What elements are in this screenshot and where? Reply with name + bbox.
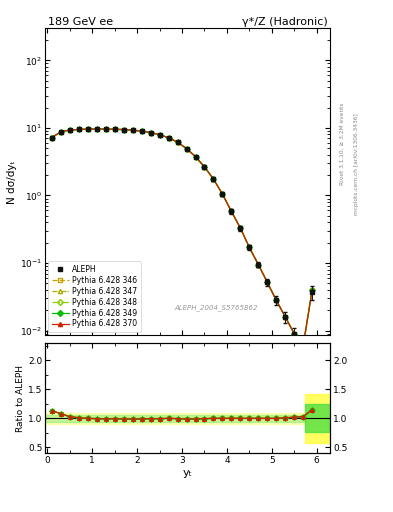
Text: Rivet 3.1.10, ≥ 3.2M events: Rivet 3.1.10, ≥ 3.2M events (340, 102, 345, 185)
Bar (305, 394, 330, 443)
Text: ALEPH_2004_S5765862: ALEPH_2004_S5765862 (174, 304, 258, 311)
Text: mcplots.cern.ch [arXiv:1306.3436]: mcplots.cern.ch [arXiv:1306.3436] (354, 113, 359, 215)
Text: 189 GeV ee: 189 GeV ee (48, 16, 113, 27)
Y-axis label: N dσ/dyₜ: N dσ/dyₜ (7, 160, 17, 204)
Bar (305, 404, 330, 432)
X-axis label: yₜ: yₜ (183, 467, 193, 478)
Y-axis label: Ratio to ALEPH: Ratio to ALEPH (16, 365, 25, 432)
Bar (45, 413, 305, 424)
Legend: ALEPH, Pythia 6.428 346, Pythia 6.428 347, Pythia 6.428 348, Pythia 6.428 349, P: ALEPH, Pythia 6.428 346, Pythia 6.428 34… (48, 261, 141, 332)
Bar (45, 415, 305, 422)
Text: γ*/Z (Hadronic): γ*/Z (Hadronic) (242, 16, 327, 27)
